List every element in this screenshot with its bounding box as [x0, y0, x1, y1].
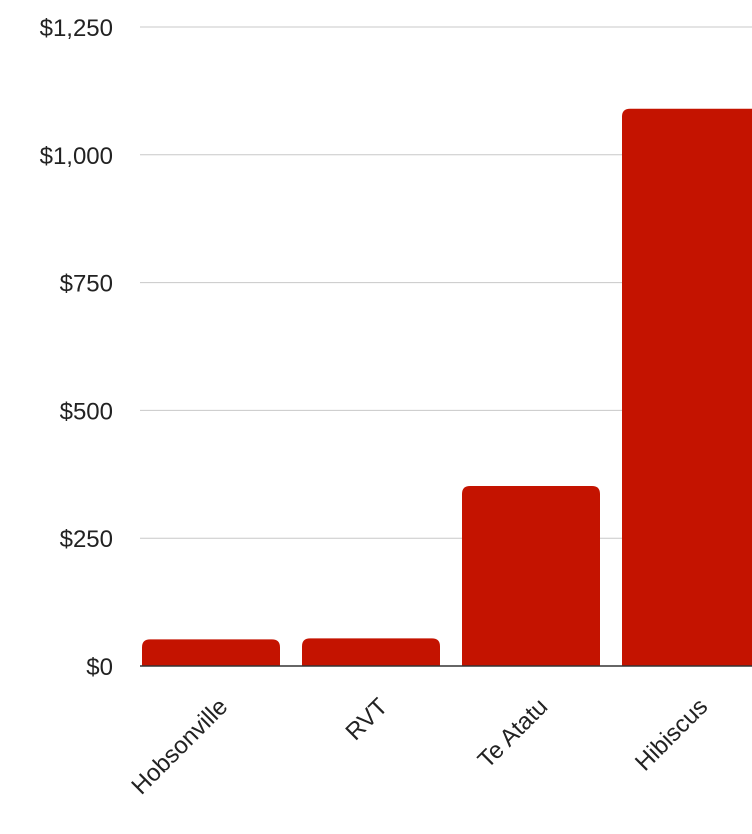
x-tick-label: Hobsonville — [126, 693, 233, 800]
y-tick-label: $1,000 — [40, 143, 113, 170]
y-tick-label: $500 — [60, 398, 113, 425]
y-tick-label: $750 — [60, 271, 113, 298]
x-tick-label: Hibiscus — [630, 693, 713, 776]
bar-hibiscus — [622, 108, 752, 666]
bar-rvt — [302, 638, 440, 666]
bar-hobsonville — [142, 639, 280, 666]
y-tick-label: $250 — [60, 526, 113, 553]
bars — [142, 108, 752, 666]
y-tick-label: $1,250 — [40, 15, 113, 42]
y-axis-tick-labels: $0 $250 $500 $750 $1,000 $1,250 — [40, 15, 113, 681]
x-axis-tick-labels: Hobsonville RVT Te Atatu Hibiscus — [126, 693, 713, 800]
x-tick-label: Te Atatu — [473, 693, 553, 773]
y-tick-label: $0 — [86, 654, 113, 681]
bar-te-atatu — [462, 486, 600, 666]
x-tick-label: RVT — [341, 693, 394, 746]
